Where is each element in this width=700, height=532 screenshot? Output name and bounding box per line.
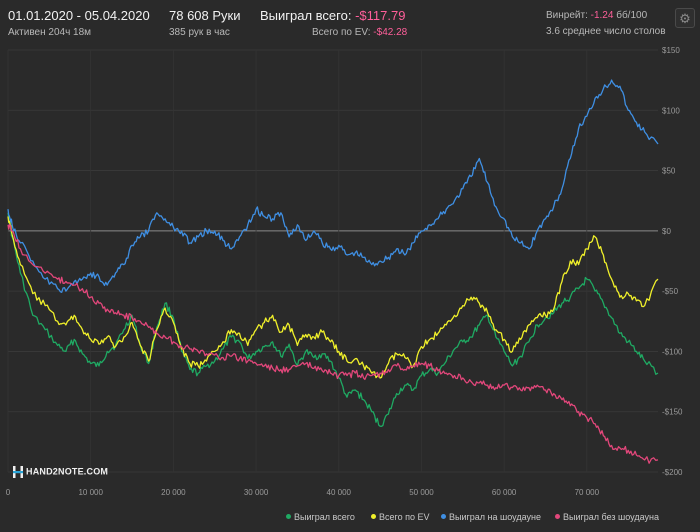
x-tick-label: 10 000 — [78, 488, 103, 497]
ev-total: Всего по EV: -$42.28 — [312, 27, 407, 38]
winrate-unit: бб/100 — [616, 10, 648, 21]
x-tick-label: 60 000 — [492, 488, 517, 497]
y-tick-label: $100 — [662, 106, 680, 115]
winrate-value: -1.24 — [590, 10, 614, 21]
y-axis-ticks: $150 $100 $50 $0 -$50 -$100 -$150 -$200 — [662, 46, 683, 477]
ev-total-label: Всего по EV: — [312, 27, 371, 38]
won-total: Выиграл всего: -$117.79 — [260, 8, 405, 23]
y-tick-label: $150 — [662, 46, 680, 55]
series-won-total-line — [7, 212, 659, 427]
x-tick-label: 0 — [6, 488, 11, 497]
gear-icon[interactable]: ⚙ — [675, 8, 695, 28]
x-tick-label: 70 000 — [575, 488, 600, 497]
date-range[interactable]: 01.01.2020 - 05.04.2020 — [8, 8, 150, 23]
legend-dot — [441, 514, 446, 520]
x-tick-label: 20 000 — [161, 488, 186, 497]
y-tick-label: $0 — [662, 227, 671, 236]
ev-total-value: -$42.28 — [373, 27, 408, 38]
legend-item-ev-total[interactable]: Всего по EV — [371, 512, 429, 522]
y-tick-label: -$50 — [662, 287, 679, 296]
y-tick-label: -$150 — [662, 408, 683, 417]
won-total-value: -$117.79 — [355, 8, 406, 23]
legend-dot — [555, 514, 560, 520]
winrate: Винрейт: -1.24 бб/100 — [546, 10, 647, 21]
hand2note-logo: HAND2NOTE.COM — [12, 465, 108, 479]
won-total-label: Выиграл всего: — [260, 8, 352, 23]
y-tick-label: -$100 — [662, 347, 683, 356]
chart-series — [7, 79, 659, 464]
winrate-label: Винрейт: — [546, 10, 588, 21]
legend-label: Выиграл без шоудауна — [563, 512, 659, 522]
y-tick-label: $50 — [662, 167, 676, 176]
y-tick-label: -$200 — [662, 468, 683, 477]
logo-icon — [13, 466, 23, 478]
series-non-showdown-line — [7, 224, 659, 464]
avg-tables: 3.6 среднее число столов — [546, 26, 666, 37]
legend-label: Всего по EV — [379, 512, 430, 522]
legend-label: Выиграл на шоудауне — [449, 512, 541, 522]
hands-count: 78 608 Руки — [169, 8, 241, 23]
legend-label: Выиграл всего — [294, 512, 355, 522]
active-time: Активен 204ч 18м — [8, 27, 92, 38]
x-axis-ticks: 0 10 000 20 000 30 000 40 000 50 000 60 000 70 … — [6, 488, 600, 497]
legend-item-won-total[interactable]: Выиграл всего — [286, 512, 355, 522]
x-tick-label: 40 000 — [327, 488, 352, 497]
summary-header: 01.01.2020 - 05.04.2020 Активен 204ч 18м… — [0, 0, 700, 44]
chart-grid — [7, 49, 658, 473]
legend-item-non-showdown[interactable]: Выиграл без шоудауна — [555, 512, 659, 522]
legend-item-showdown[interactable]: Выиграл на шоудауне — [441, 512, 541, 522]
x-tick-label: 50 000 — [409, 488, 434, 497]
chart-legend: Выиграл всего Всего по EV Выиграл на шоу… — [0, 512, 700, 528]
legend-dot — [286, 514, 291, 520]
hands-per-hour: 385 рук в час — [169, 27, 230, 38]
legend-dot — [371, 514, 376, 520]
x-tick-label: 30 000 — [244, 488, 269, 497]
series-showdown-line — [7, 79, 659, 293]
logo-text: HAND2NOTE.COM — [26, 466, 109, 477]
series-ev-total-line — [7, 216, 659, 379]
